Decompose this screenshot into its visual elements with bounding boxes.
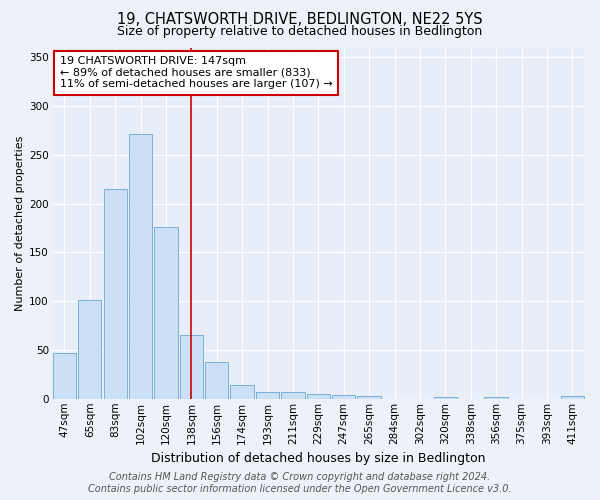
Bar xyxy=(104,189,127,399)
Bar xyxy=(358,396,381,399)
Bar xyxy=(560,396,584,399)
Bar xyxy=(484,397,508,399)
Bar xyxy=(53,353,76,399)
Text: Size of property relative to detached houses in Bedlington: Size of property relative to detached ho… xyxy=(118,25,482,38)
X-axis label: Distribution of detached houses by size in Bedlington: Distribution of detached houses by size … xyxy=(151,452,485,465)
Bar xyxy=(154,227,178,399)
Bar xyxy=(78,300,101,399)
Text: 19 CHATSWORTH DRIVE: 147sqm
← 89% of detached houses are smaller (833)
11% of se: 19 CHATSWORTH DRIVE: 147sqm ← 89% of det… xyxy=(59,56,332,90)
Text: Contains HM Land Registry data © Crown copyright and database right 2024.
Contai: Contains HM Land Registry data © Crown c… xyxy=(88,472,512,494)
Bar xyxy=(281,392,305,399)
Text: 19, CHATSWORTH DRIVE, BEDLINGTON, NE22 5YS: 19, CHATSWORTH DRIVE, BEDLINGTON, NE22 5… xyxy=(117,12,483,28)
Bar xyxy=(256,392,279,399)
Bar xyxy=(179,336,203,399)
Bar xyxy=(205,362,229,399)
Bar xyxy=(230,385,254,399)
Bar xyxy=(332,395,355,399)
Bar xyxy=(307,394,330,399)
Bar xyxy=(434,397,457,399)
Y-axis label: Number of detached properties: Number of detached properties xyxy=(15,136,25,311)
Bar xyxy=(129,134,152,399)
